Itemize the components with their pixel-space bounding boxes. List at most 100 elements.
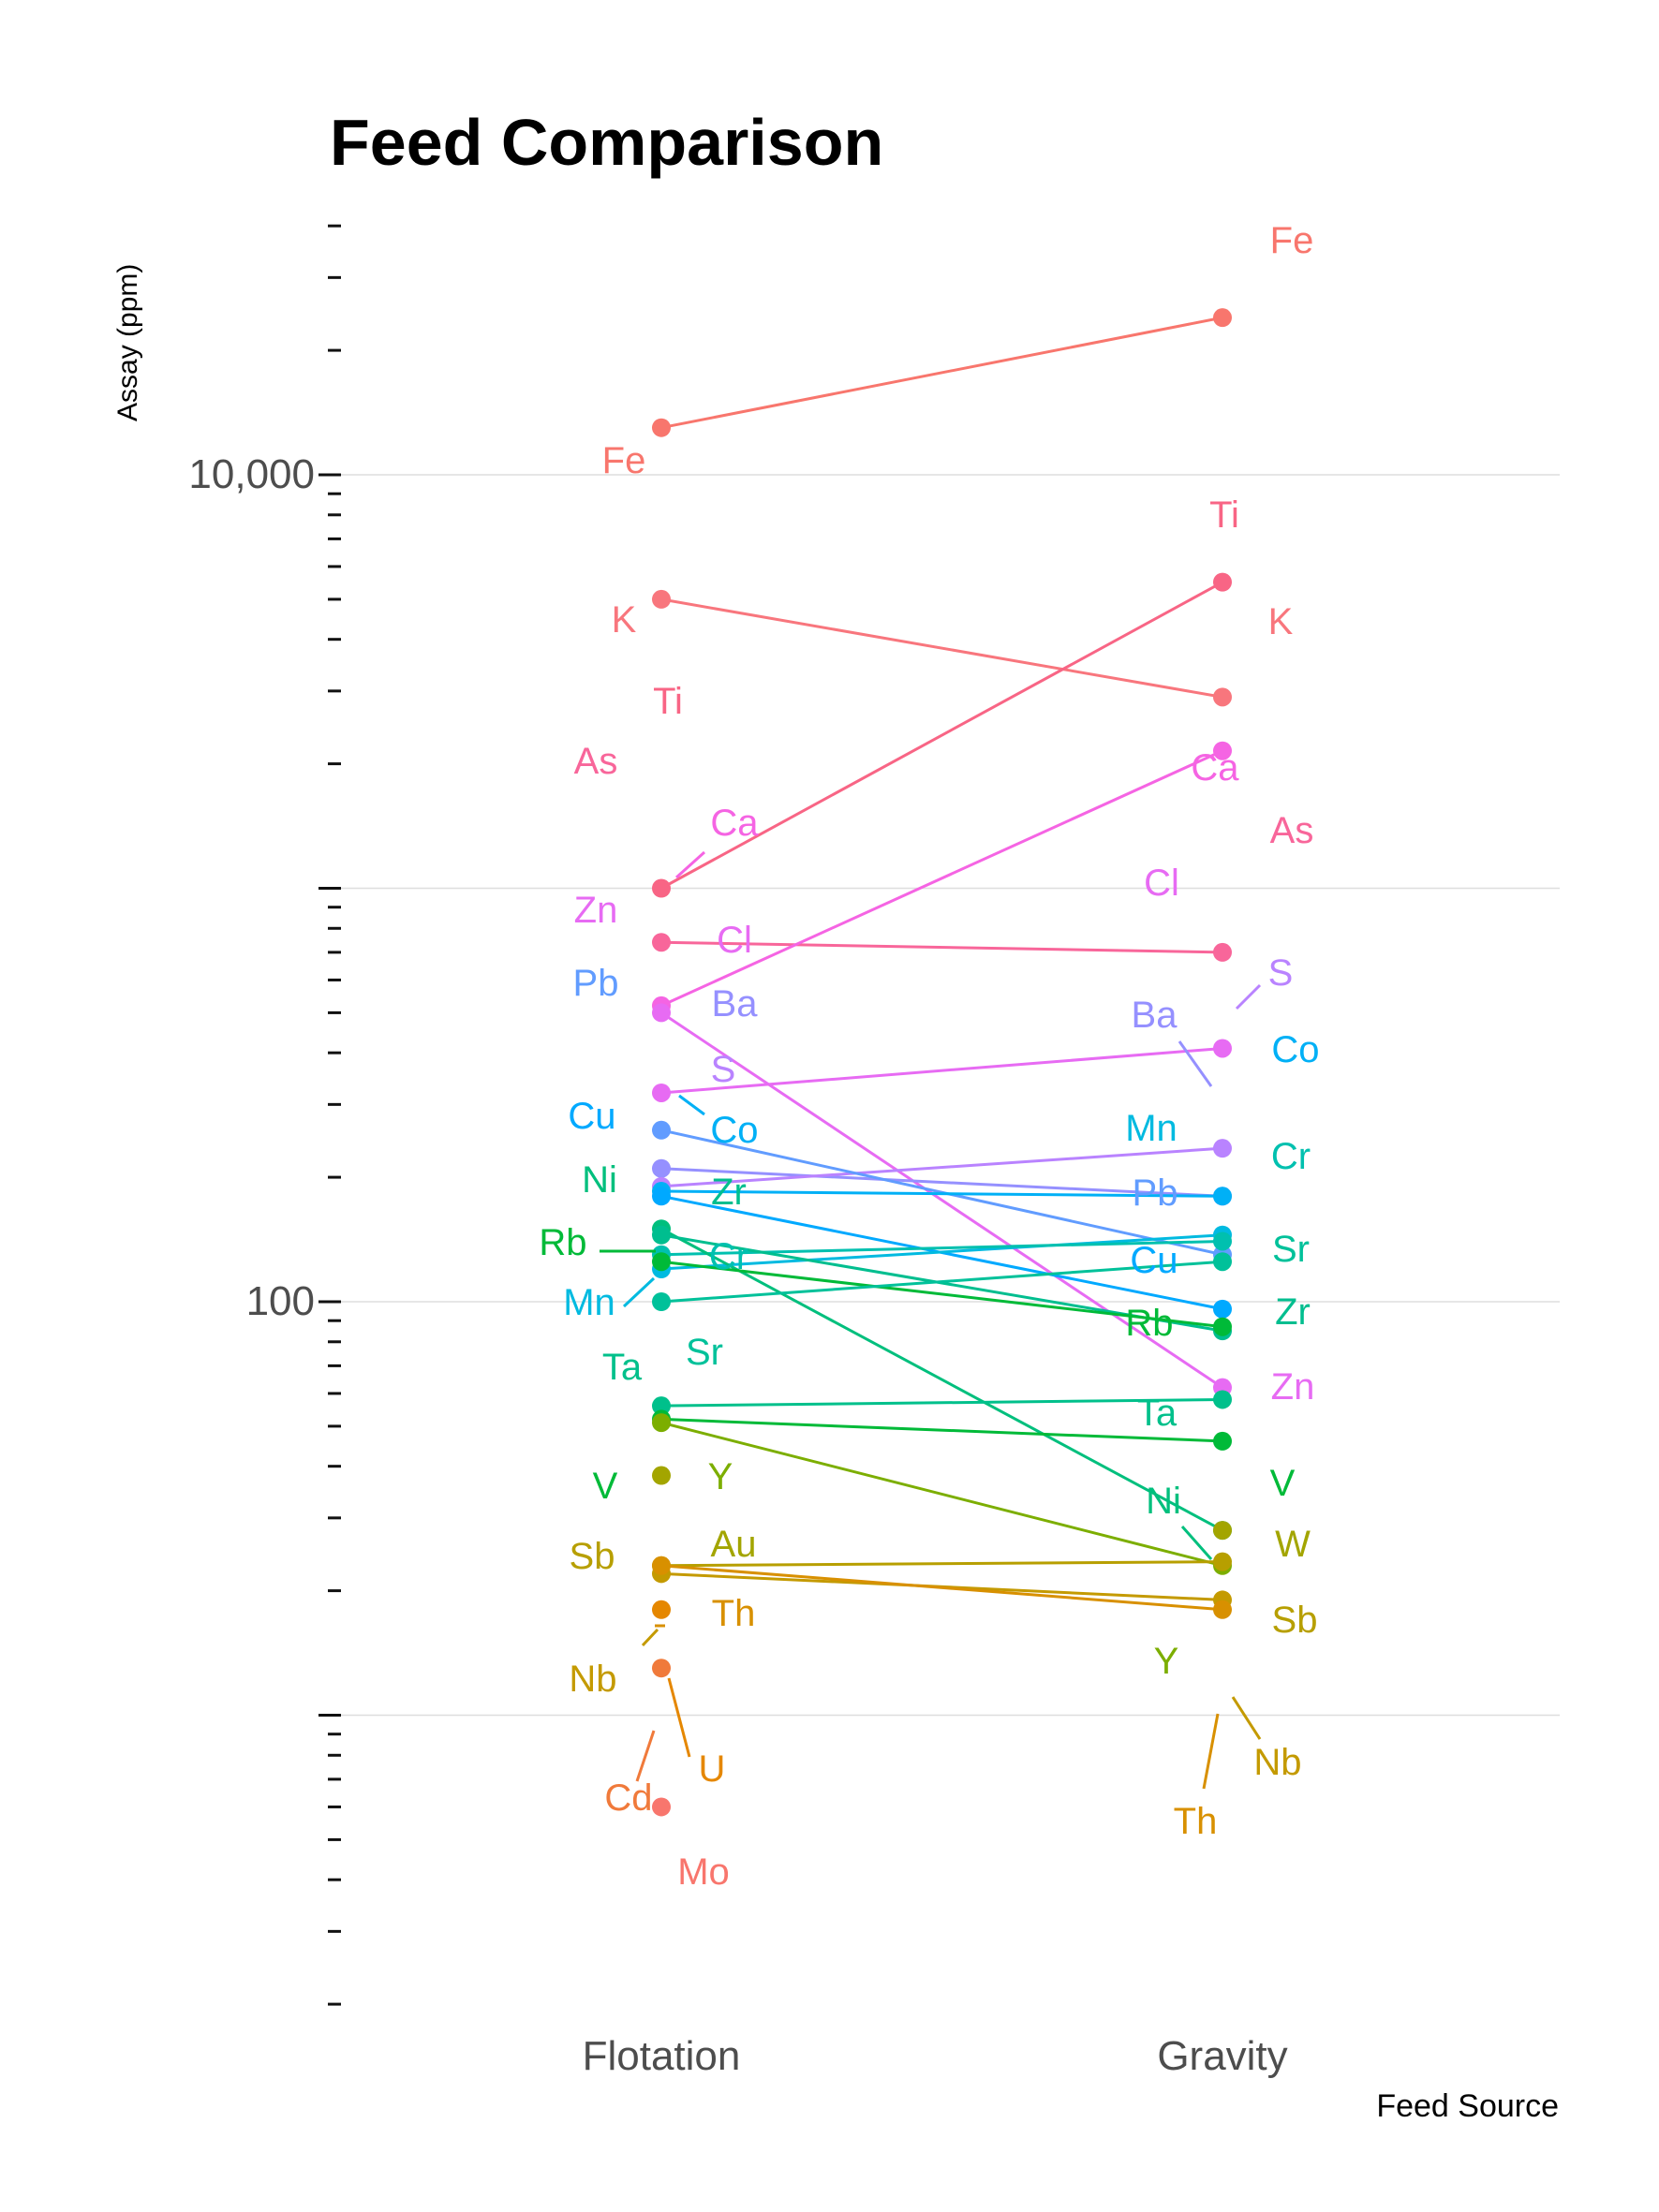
- series-line-y: [660, 1421, 1223, 1568]
- series-line-ni: [660, 1227, 1223, 1532]
- data-point-k: [652, 589, 671, 609]
- data-point-cu: [1213, 1299, 1232, 1319]
- data-point-s: [1213, 1139, 1232, 1158]
- series-line-as: [660, 940, 1223, 954]
- data-point-th: [652, 1556, 671, 1575]
- data-point-th: [1213, 1600, 1232, 1619]
- series-line-sr: [660, 1260, 1223, 1304]
- point-label: Sb: [570, 1536, 615, 1577]
- data-point-ba: [652, 1158, 671, 1178]
- point-label: Ca: [710, 803, 759, 844]
- series-line-ta: [660, 1397, 1223, 1408]
- label-leader: [1231, 1696, 1262, 1740]
- series-line-cl: [660, 1046, 1223, 1095]
- point-label: Ti: [1209, 494, 1239, 536]
- point-label: Nb: [569, 1659, 616, 1700]
- label-leader: [1178, 1040, 1213, 1087]
- series-line-ba: [660, 1167, 1223, 1198]
- point-label: V: [593, 1466, 618, 1507]
- data-point-fe: [652, 418, 671, 437]
- data-point-fe: [1213, 308, 1232, 328]
- point-label: Pb: [1133, 1172, 1178, 1214]
- point-label: S: [711, 1049, 736, 1090]
- data-point-rb: [652, 1252, 671, 1272]
- y-tick-label: 100: [246, 1278, 315, 1324]
- series-line-ti: [660, 581, 1223, 890]
- x-tick-label: Flotation: [583, 2033, 741, 2079]
- point-label: Y: [1154, 1641, 1179, 1682]
- data-point-sr: [1213, 1252, 1232, 1272]
- point-label: Th: [712, 1593, 756, 1634]
- data-point-sb: [1213, 1552, 1232, 1571]
- point-label: Nb: [1253, 1742, 1301, 1783]
- point-label: Pb: [573, 963, 619, 1004]
- data-point-ta: [1213, 1390, 1232, 1409]
- data-point-k: [1213, 687, 1232, 707]
- label-leader: [674, 850, 706, 879]
- label-leader: [667, 1677, 691, 1758]
- series-line-mn: [660, 1233, 1223, 1271]
- point-label: Cr: [1271, 1136, 1311, 1177]
- point-label: Mn: [1125, 1108, 1178, 1149]
- data-point-ti: [652, 878, 671, 898]
- series-line-co: [660, 1189, 1223, 1198]
- point-label: Y: [708, 1456, 733, 1497]
- point-label: Mn: [563, 1282, 615, 1323]
- point-label: Zn: [1271, 1366, 1315, 1408]
- point-label: Cl: [717, 920, 752, 961]
- series-line-s: [660, 1146, 1223, 1188]
- point-label: Au: [711, 1524, 757, 1565]
- label-leader: [641, 1628, 659, 1647]
- data-point-cr: [1213, 1231, 1232, 1251]
- point-label: W: [1275, 1524, 1311, 1565]
- point-label: Cr: [709, 1236, 748, 1277]
- x-tick-label: Gravity: [1157, 2033, 1287, 2079]
- label-leader: [1235, 983, 1262, 1010]
- series-line-zn: [660, 1011, 1223, 1389]
- data-point-ti: [1213, 572, 1232, 592]
- data-point-pb: [652, 1120, 671, 1140]
- data-point-cu: [652, 1187, 671, 1206]
- label-leader: [622, 1276, 656, 1308]
- data-point-u: [652, 1600, 671, 1619]
- data-point-cl: [1213, 1039, 1232, 1058]
- point-label: Ba: [712, 983, 759, 1025]
- data-point-sr: [652, 1292, 671, 1311]
- chart-title: Feed Comparison: [330, 106, 884, 179]
- series-line-v: [660, 1417, 1223, 1443]
- point-label: S: [1268, 952, 1294, 994]
- point-label: Cu: [1130, 1240, 1178, 1281]
- point-label: Ca: [1191, 747, 1239, 789]
- data-point-w: [1213, 1521, 1232, 1541]
- label-leader: [1202, 1713, 1220, 1790]
- point-label: Sr: [1272, 1229, 1310, 1270]
- data-point-zn: [652, 1003, 671, 1023]
- data-point-co: [1213, 1187, 1232, 1206]
- data-point-au: [652, 1466, 671, 1485]
- point-label: Ba: [1132, 995, 1178, 1036]
- point-label: Sb: [1272, 1600, 1318, 1641]
- point-label: Mo: [677, 1851, 730, 1893]
- series-line-ca: [660, 749, 1223, 1008]
- point-label: Ni: [582, 1159, 617, 1201]
- point-label: Zr: [1275, 1291, 1311, 1333]
- data-point-y: [652, 1413, 671, 1433]
- point-label: Ni: [1146, 1481, 1181, 1522]
- point-label: Fe: [602, 440, 646, 481]
- point-label: Cu: [568, 1096, 615, 1137]
- point-label: V: [1270, 1463, 1296, 1504]
- point-label: Zn: [574, 890, 618, 931]
- data-point-rb: [1213, 1317, 1232, 1336]
- point-label: Ta: [602, 1347, 643, 1388]
- point-label: Cd: [604, 1777, 652, 1819]
- point-label: Co: [1271, 1029, 1319, 1070]
- data-point-cd: [652, 1659, 671, 1678]
- y-tick-label: 10,000: [188, 451, 315, 497]
- point-label: Sr: [686, 1332, 723, 1373]
- point-label: Co: [710, 1110, 758, 1151]
- point-label: Th: [1174, 1801, 1218, 1842]
- data-point-as: [652, 933, 671, 952]
- point-label: Rb: [539, 1222, 586, 1263]
- point-label: K: [1268, 601, 1294, 642]
